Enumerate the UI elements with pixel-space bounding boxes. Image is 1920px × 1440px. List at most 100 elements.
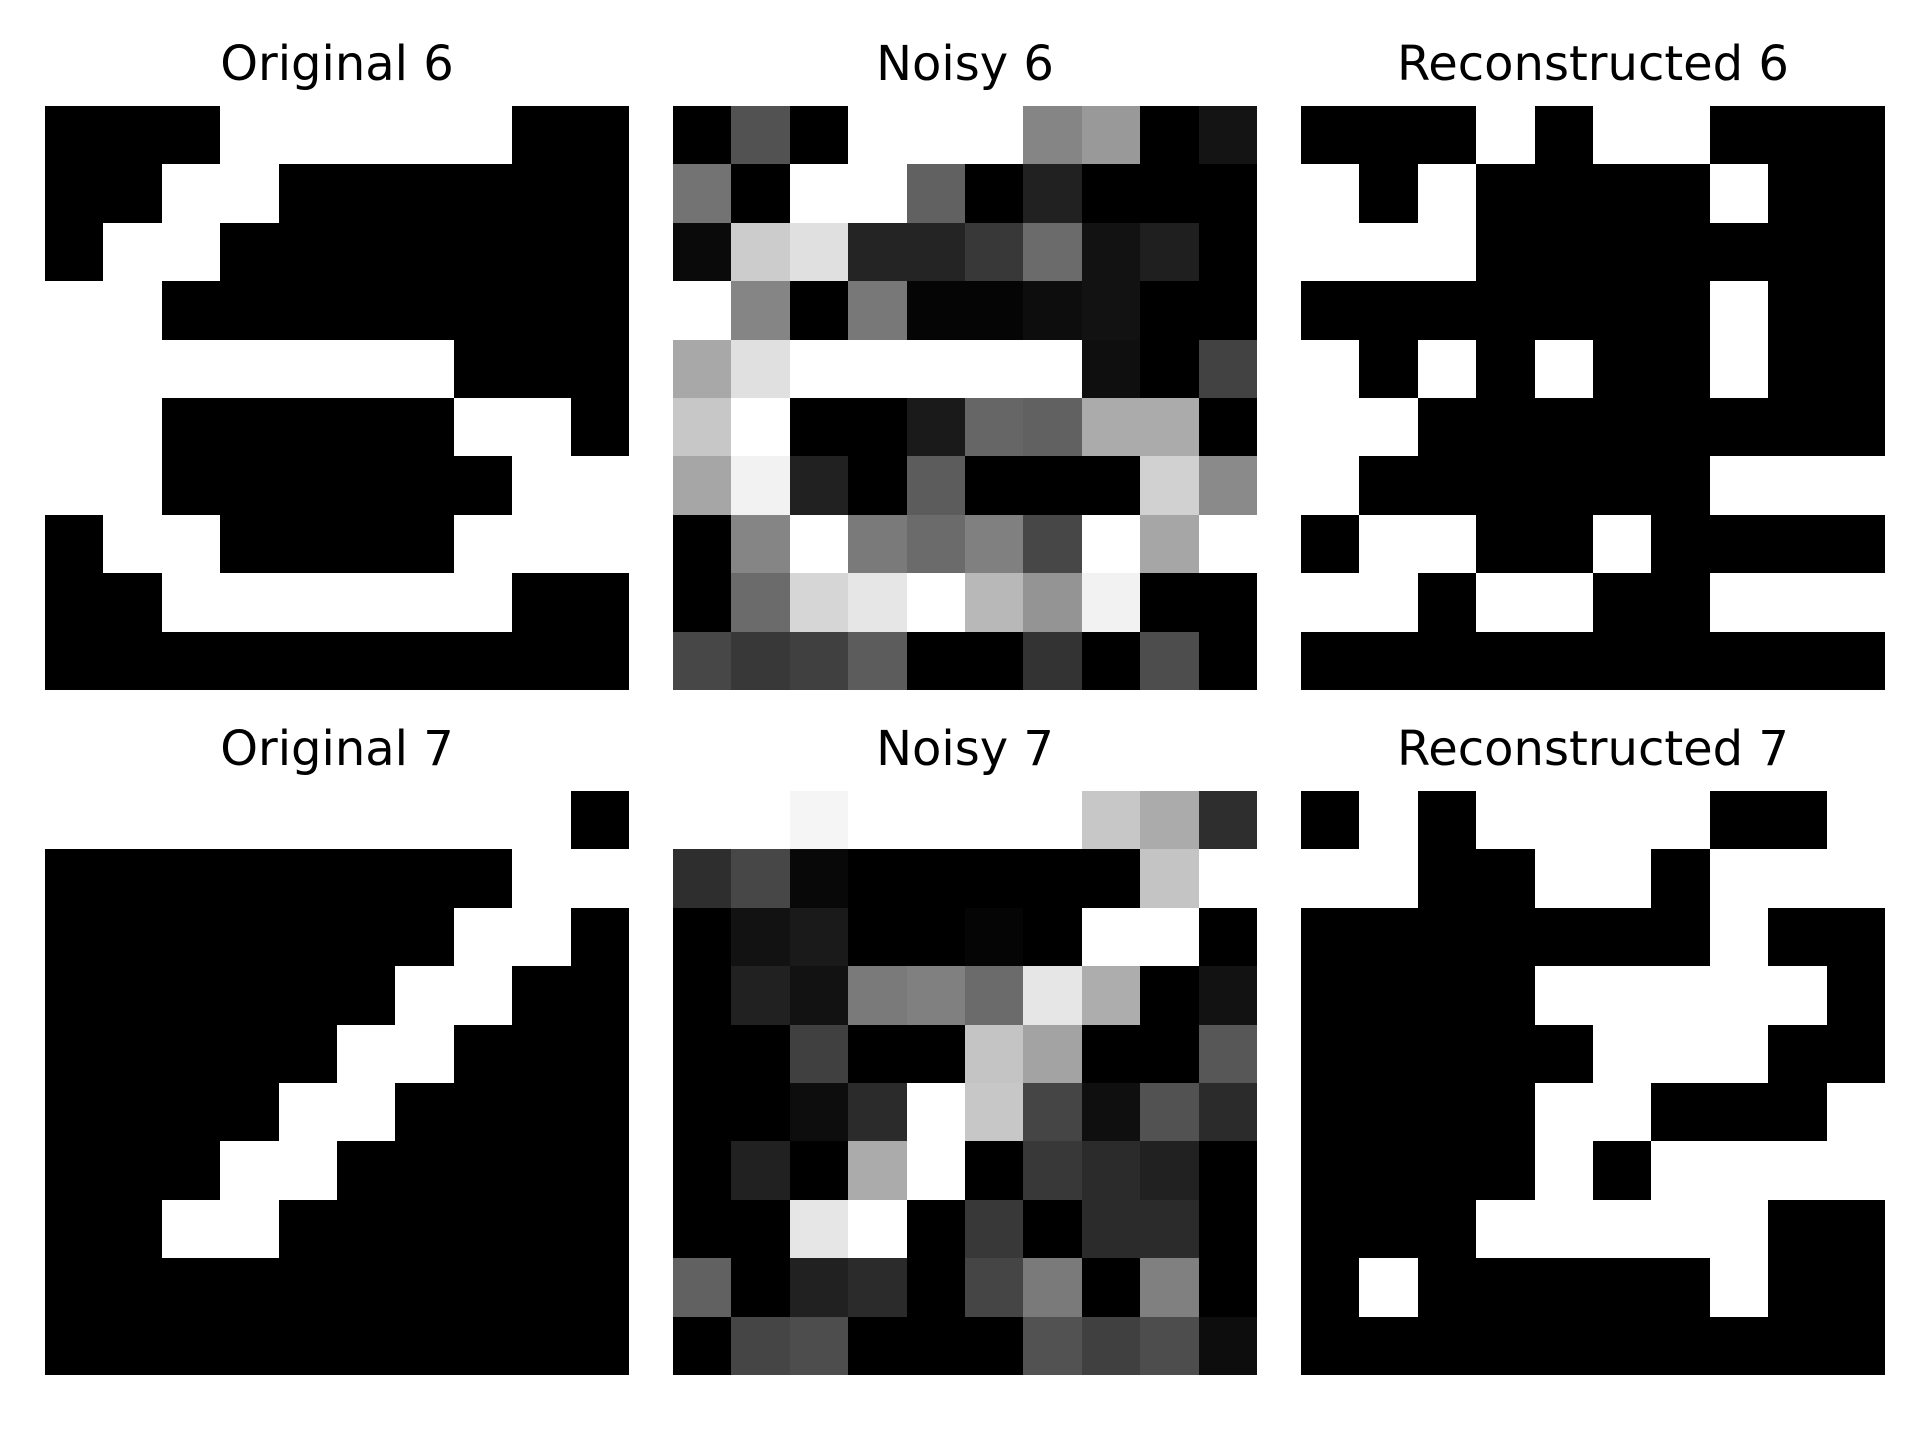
heatmap-cell-r7-c7: [453, 514, 513, 574]
heatmap-cell-r1-c6: [1023, 849, 1082, 908]
heatmap-cell-r0-c4: [1534, 791, 1593, 850]
heatmap-cell-r1-c2: [1417, 849, 1477, 908]
heatmap-cell-r9-c4: [278, 1316, 337, 1375]
heatmap-cell-r2-c2: [161, 222, 221, 282]
heatmap-cell-r7-c8: [1768, 514, 1827, 574]
heatmap-cell-r5-c1: [1359, 398, 1418, 457]
heatmap-cell-r3-c8: [512, 966, 571, 1025]
heatmap-cell-r6-c2: [161, 456, 221, 515]
heatmap-cell-r5-c3: [1476, 398, 1535, 457]
heatmap-cell-r4-c2: [161, 1024, 221, 1083]
heatmap-cell-r6-c2: [789, 456, 849, 515]
heatmap-cell-r5-c5: [337, 1083, 396, 1142]
heatmap-cell-r6-c6: [1023, 456, 1082, 515]
heatmap-cell-r2-c5: [1593, 907, 1652, 967]
heatmap-cell-r8-c8: [1768, 573, 1827, 632]
heatmap-cell-r8-c0: [1301, 1258, 1360, 1317]
heatmap-cell-r0-c8: [512, 791, 571, 850]
heatmap-cell-r4-c0: [1301, 339, 1360, 398]
heatmap-cell-r1-c6: [395, 849, 454, 908]
heatmap-cell-r4-c6: [1023, 339, 1082, 398]
heatmap-cell-r4-c8: [1140, 339, 1199, 398]
heatmap-cell-r8-c3: [848, 1258, 907, 1317]
heatmap-cell-r6-c8: [512, 456, 571, 515]
heatmap-cell-r5-c6: [1023, 1083, 1082, 1142]
heatmap-cell-r4-c0: [1301, 1024, 1360, 1083]
heatmap-cell-r1-c5: [965, 164, 1024, 223]
heatmap-cell-r0-c1: [1359, 791, 1418, 850]
heatmap-cell-r7-c9: [570, 514, 629, 574]
heatmap-cell-r9-c7: [453, 1316, 513, 1375]
heatmap-cell-r4-c3: [848, 339, 907, 398]
heatmap-cell-r4-c5: [1593, 1024, 1652, 1083]
heatmap-cell-r5-c1: [731, 1083, 790, 1142]
heatmap-cell-r0-c7: [1709, 106, 1769, 165]
heatmap-cell-r9-c1: [1359, 631, 1418, 690]
heatmap-cell-r8-c7: [1709, 573, 1769, 632]
heatmap-cell-r2-c3: [1476, 907, 1535, 967]
heatmap-cell-r5-c2: [1417, 398, 1477, 457]
heatmap-cell-r4-c8: [512, 1024, 571, 1083]
heatmap-cell-r5-c8: [512, 1083, 571, 1142]
heatmap-cell-r9-c0: [673, 631, 732, 690]
heatmap-cell-r0-c2: [789, 106, 849, 165]
heatmap-cell-r7-c5: [337, 514, 396, 574]
heatmap-cell-r7-c8: [1140, 514, 1199, 574]
heatmap-cell-r4-c1: [731, 339, 790, 398]
heatmap-cell-r9-c9: [1198, 1316, 1257, 1375]
heatmap-cell-r3-c1: [1359, 966, 1418, 1025]
heatmap-cell-r0-c2: [1417, 106, 1477, 165]
heatmap-grid: [1301, 791, 1885, 1375]
heatmap-cell-r7-c3: [1476, 1199, 1535, 1259]
heatmap-cell-r4-c7: [453, 339, 513, 398]
heatmap-cell-r9-c6: [1651, 1316, 1710, 1375]
heatmap-cell-r8-c1: [1359, 1258, 1418, 1317]
heatmap-cell-r9-c2: [161, 1316, 221, 1375]
heatmap-cell-r8-c5: [337, 1258, 396, 1317]
heatmap-cell-r8-c5: [965, 1258, 1024, 1317]
heatmap-cell-r3-c7: [453, 966, 513, 1025]
heatmap-cell-r6-c5: [337, 1141, 396, 1200]
heatmap-cell-r8-c7: [453, 573, 513, 632]
heatmap-grid: [1301, 106, 1885, 690]
panel-title: Original 7: [220, 721, 454, 777]
heatmap-cell-r6-c3: [848, 1141, 907, 1200]
heatmap-cell-r4-c2: [161, 339, 221, 398]
heatmap-cell-r1-c7: [453, 849, 513, 908]
heatmap-cell-r3-c4: [278, 281, 337, 340]
heatmap-cell-r7-c2: [789, 514, 849, 574]
heatmap-cell-r7-c0: [1301, 514, 1360, 574]
heatmap-cell-r7-c9: [1198, 1199, 1257, 1259]
heatmap-cell-r0-c6: [1023, 106, 1082, 165]
heatmap-cell-r3-c1: [1359, 281, 1418, 340]
heatmap-cell-r7-c7: [1081, 514, 1141, 574]
heatmap-cell-r0-c5: [965, 106, 1024, 165]
heatmap-cell-r9-c6: [1651, 631, 1710, 690]
heatmap-cell-r7-c3: [1476, 514, 1535, 574]
heatmap-cell-r3-c0: [673, 281, 732, 340]
heatmap-cell-r7-c6: [1651, 514, 1710, 574]
heatmap-cell-r8-c2: [789, 573, 849, 632]
heatmap-cell-r2-c3: [220, 907, 279, 967]
heatmap-cell-r5-c2: [789, 1083, 849, 1142]
heatmap-cell-r8-c7: [1709, 1258, 1769, 1317]
heatmap-cell-r8-c2: [1417, 573, 1477, 632]
heatmap-cell-r1-c5: [337, 849, 396, 908]
heatmap-cell-r7-c3: [220, 1199, 279, 1259]
heatmap-cell-r3-c6: [395, 966, 454, 1025]
heatmap-cell-r4-c3: [220, 339, 279, 398]
heatmap-cell-r7-c5: [1593, 514, 1652, 574]
heatmap-cell-r7-c8: [512, 514, 571, 574]
heatmap-cell-r7-c5: [1593, 1199, 1652, 1259]
heatmap-cell-r9-c7: [1709, 1316, 1769, 1375]
heatmap-cell-r1-c6: [395, 164, 454, 223]
heatmap-cell-r1-c3: [848, 164, 907, 223]
heatmap-cell-r3-c5: [337, 281, 396, 340]
heatmap-cell-r1-c2: [1417, 164, 1477, 223]
heatmap-cell-r7-c6: [395, 1199, 454, 1259]
heatmap-cell-r3-c5: [1593, 281, 1652, 340]
heatmap-cell-r5-c1: [1359, 1083, 1418, 1142]
heatmap-cell-r2-c3: [1476, 222, 1535, 282]
heatmap-cell-r0-c9: [1826, 791, 1885, 850]
heatmap-cell-r2-c1: [1359, 907, 1418, 967]
